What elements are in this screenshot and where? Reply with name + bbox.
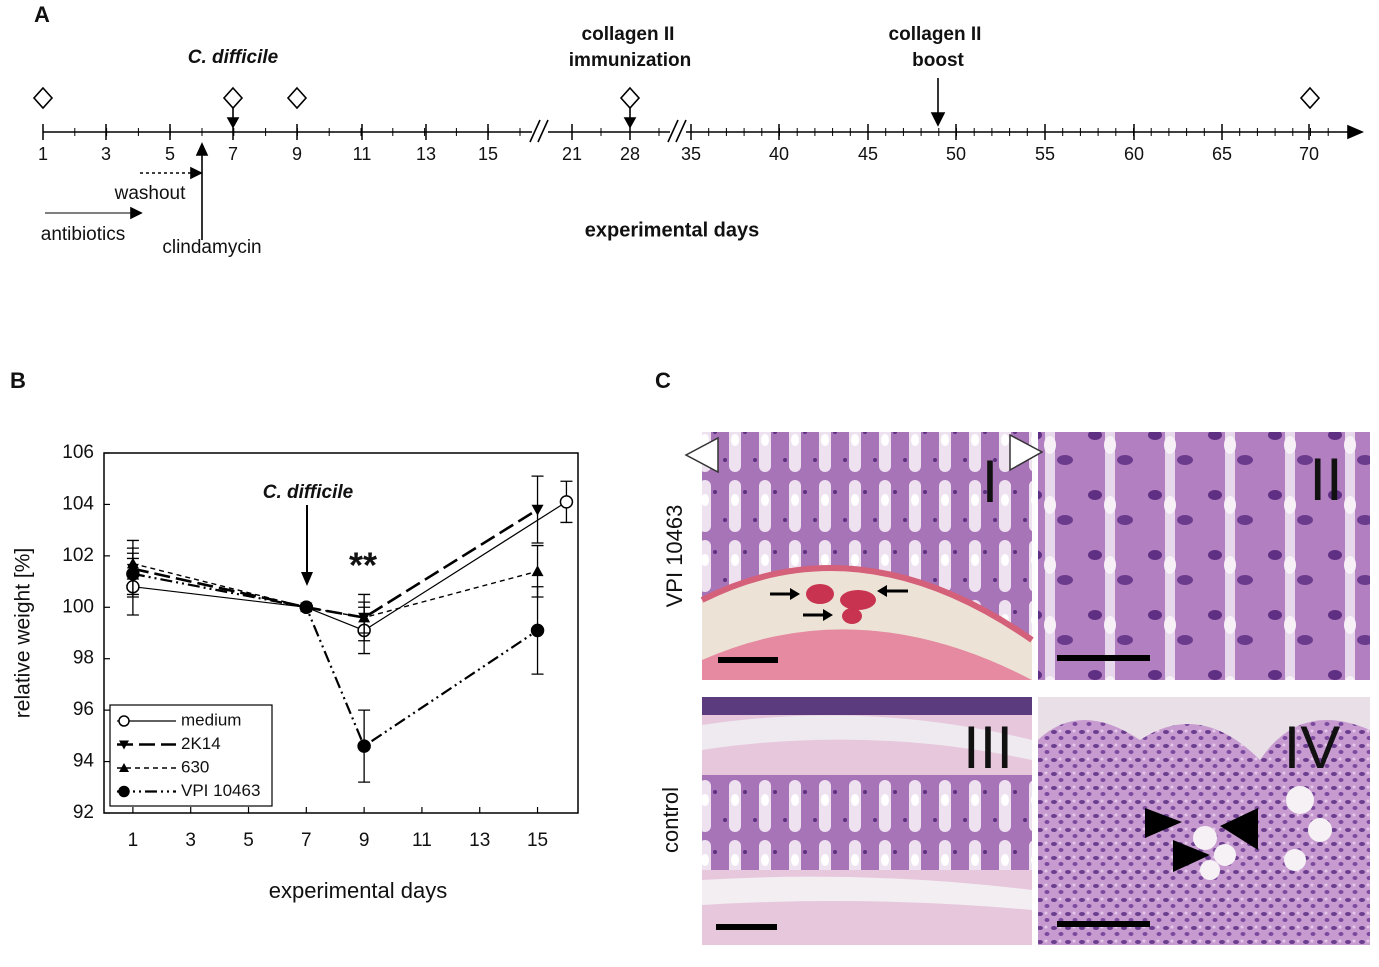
panel-label: A xyxy=(34,2,50,27)
marker xyxy=(357,739,371,753)
legend-label: 2K14 xyxy=(181,734,221,753)
x-tick-label: 7 xyxy=(301,830,312,851)
row-label: VPI 10463 xyxy=(662,505,687,608)
timeline-tick-label: 70 xyxy=(1299,144,1319,164)
marker xyxy=(530,623,545,638)
timeline-tick-label: 1 xyxy=(38,144,48,164)
series-line xyxy=(132,508,539,619)
timeline-tick-label: 40 xyxy=(769,144,789,164)
image-label: IV xyxy=(1284,714,1341,781)
micrograph xyxy=(1038,432,1370,680)
marker xyxy=(299,600,314,615)
annotation: ** xyxy=(349,545,377,586)
annotation: boost xyxy=(912,50,964,71)
annotation: immunization xyxy=(569,50,691,71)
annotation: washout xyxy=(114,183,186,204)
marker xyxy=(118,785,130,798)
y-tick-label: 106 xyxy=(62,442,94,463)
timeline-tick-label: 35 xyxy=(681,144,701,164)
plot-frame xyxy=(103,452,579,814)
marker xyxy=(126,567,140,581)
y-axis-label: relative weight [%] xyxy=(12,548,35,718)
marker xyxy=(358,611,371,623)
timeline-tick-label: 60 xyxy=(1124,144,1144,164)
legend-frame xyxy=(109,704,273,807)
timeline-tick-label: 65 xyxy=(1212,144,1232,164)
annotation: C. difficile xyxy=(188,47,279,68)
timeline-tick-label: 5 xyxy=(165,144,175,164)
micrograph xyxy=(1038,697,1370,945)
marker xyxy=(119,763,129,772)
legend: medium 2K14 630 VPI 10463 xyxy=(109,704,273,807)
annotation: C. difficile xyxy=(263,482,354,503)
x-tick-label: 13 xyxy=(469,830,490,851)
y-tick-label: 102 xyxy=(62,545,94,566)
timeline-tick-label: 28 xyxy=(620,144,640,164)
x-tick-label: 15 xyxy=(527,830,548,851)
timeline-tick-label: 3 xyxy=(101,144,111,164)
image-label: III xyxy=(963,714,1013,781)
marker xyxy=(559,495,574,509)
y-tick-label: 96 xyxy=(73,699,94,720)
legend-label: medium xyxy=(181,710,241,729)
x-tick-label: 5 xyxy=(243,830,254,851)
y-tick-label: 104 xyxy=(62,493,94,514)
series-line xyxy=(132,562,538,619)
x-tick-label: 1 xyxy=(128,830,139,851)
series-line xyxy=(132,501,567,632)
series xyxy=(126,544,544,634)
timeline-tick-label: 7 xyxy=(228,144,238,164)
image-label: II xyxy=(1309,446,1342,513)
micrograph xyxy=(702,697,1032,945)
marker xyxy=(118,715,130,727)
timeline-tick-label: 45 xyxy=(858,144,878,164)
timeline-tick-label: 50 xyxy=(946,144,966,164)
y-tick-label: 98 xyxy=(73,648,94,669)
timeline-tick-label: 15 xyxy=(478,144,498,164)
marker xyxy=(531,504,544,516)
panel-label: C xyxy=(655,368,671,393)
series xyxy=(126,552,545,783)
x-tick-label: 9 xyxy=(359,830,370,851)
annotation: antibiotics xyxy=(41,224,126,245)
image-label: I xyxy=(982,448,999,515)
timeline-tick-label: 11 xyxy=(353,144,372,164)
axis-label: experimental days xyxy=(585,219,760,241)
x-tick-label: 3 xyxy=(185,830,196,851)
annotation: clindamycin xyxy=(162,237,261,258)
annotation: collagen II xyxy=(582,24,675,45)
legend-label: VPI 10463 xyxy=(181,781,260,800)
timeline-tick-label: 55 xyxy=(1035,144,1055,164)
x-axis-label: experimental days xyxy=(269,878,448,903)
marker xyxy=(531,565,544,577)
annotation-arrow xyxy=(301,572,313,586)
y-tick-label: 94 xyxy=(73,751,95,772)
timeline-tick-label: 9 xyxy=(292,144,302,164)
row-label: control xyxy=(658,787,683,853)
timeline-tick-label: 21 xyxy=(562,144,582,164)
panel-label: B xyxy=(10,368,26,393)
series-line xyxy=(132,572,539,748)
y-tick-label: 92 xyxy=(73,802,94,823)
y-tick-label: 100 xyxy=(62,596,94,617)
arrowhead xyxy=(1009,433,1044,472)
micrograph xyxy=(700,432,1034,680)
timeline-tick-label: 13 xyxy=(416,144,436,164)
x-tick-label: 11 xyxy=(412,830,432,851)
arrowhead xyxy=(684,436,719,474)
legend-label: 630 xyxy=(181,757,209,776)
annotation: collagen II xyxy=(889,24,982,45)
marker xyxy=(119,740,129,750)
